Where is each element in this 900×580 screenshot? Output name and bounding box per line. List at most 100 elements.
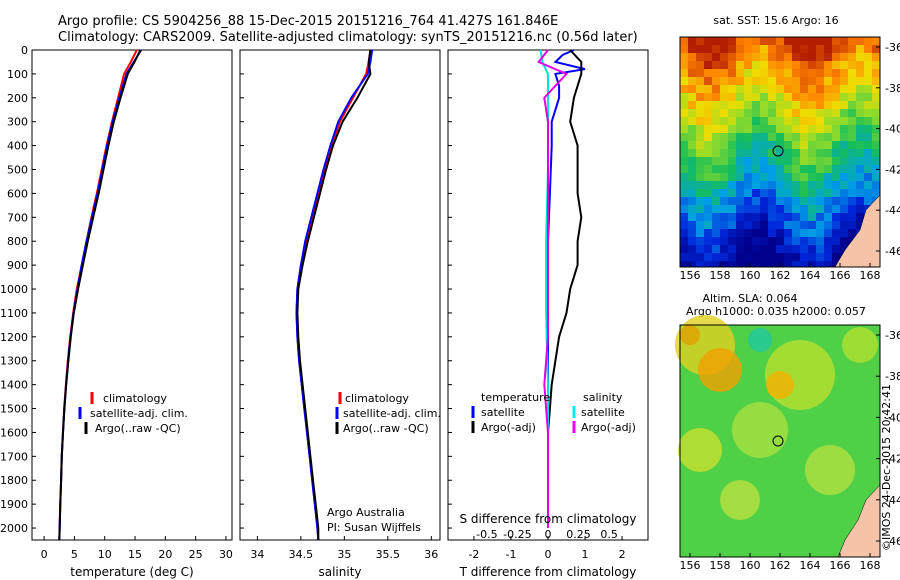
sst-cell <box>856 213 864 221</box>
sst-cell <box>696 221 704 229</box>
sst-cell <box>736 205 744 213</box>
sst-cell <box>784 253 792 261</box>
sst-cell <box>848 165 856 173</box>
sst-cell <box>680 221 688 229</box>
sst-cell <box>768 149 776 157</box>
sst-cell <box>720 165 728 173</box>
sst-cell <box>832 85 840 93</box>
sst-cell <box>736 77 744 85</box>
sst-cell <box>816 213 824 221</box>
x-tick-label: 1 <box>582 548 589 561</box>
sst-cell <box>776 221 784 229</box>
sst-cell <box>720 189 728 197</box>
sst-cell <box>728 53 736 61</box>
sst-cell <box>712 109 720 117</box>
sst-cell <box>808 189 816 197</box>
sst-cell <box>752 181 760 189</box>
difference-legend: temperature salinity satellite Argo(-adj… <box>471 391 636 434</box>
sst-cell <box>808 261 816 267</box>
sst-cell <box>776 53 784 61</box>
sla-blob <box>842 327 878 363</box>
lat-tick-label: -40 <box>885 123 900 136</box>
sst-cell <box>680 189 688 197</box>
sst-cell <box>824 101 832 109</box>
sst-cell <box>728 117 736 125</box>
sla-blob <box>678 428 722 472</box>
sst-map-title: sat. SST: 15.6 Argo: 16 <box>713 14 838 27</box>
sst-cell <box>856 157 864 165</box>
sst-cell <box>728 101 736 109</box>
sst-cell <box>712 125 720 133</box>
sst-cell <box>728 125 736 133</box>
sst-cell <box>832 245 840 253</box>
sst-cell <box>696 61 704 69</box>
sst-cell <box>688 213 696 221</box>
sst-cell <box>800 213 808 221</box>
figure-title-line1: Argo profile: CS 5904256_88 15-Dec-2015 … <box>58 14 559 29</box>
sst-cell <box>736 165 744 173</box>
sst-cell <box>856 125 864 133</box>
sst-cell <box>768 229 776 237</box>
sst-cell <box>808 61 816 69</box>
sst-cell <box>760 101 768 109</box>
sst-cell <box>840 61 848 69</box>
sst-cell <box>824 61 832 69</box>
sst-cell <box>728 109 736 117</box>
sst-cell <box>808 77 816 85</box>
sst-cell <box>760 181 768 189</box>
sst-cell <box>696 157 704 165</box>
sst-cell <box>784 261 792 267</box>
sst-cell <box>768 245 776 253</box>
sst-cell <box>824 117 832 125</box>
sst-cell <box>736 157 744 165</box>
sla-blob <box>698 348 742 392</box>
depth-tick-label: 500 <box>7 164 28 177</box>
sst-cell <box>784 77 792 85</box>
sst-cell <box>800 117 808 125</box>
sst-cell <box>752 141 760 149</box>
sst-cell <box>848 69 856 77</box>
sst-cell <box>704 253 712 261</box>
lat-tick-label: -42 <box>885 453 900 466</box>
sst-cell <box>824 213 832 221</box>
sst-cell <box>688 109 696 117</box>
sst-cell <box>736 53 744 61</box>
sst-cell <box>720 85 728 93</box>
sst-cell <box>792 37 800 45</box>
sla-blob <box>720 480 760 520</box>
series-line-satellite-adj-clim- <box>295 49 374 541</box>
sst-cell <box>704 45 712 53</box>
sst-cell <box>784 53 792 61</box>
sst-cell <box>744 149 752 157</box>
sst-cell <box>776 45 784 53</box>
sst-cell <box>744 109 752 117</box>
sst-cell <box>864 93 872 101</box>
sst-cell <box>872 157 880 165</box>
sst-cell <box>736 213 744 221</box>
sst-cell <box>704 197 712 205</box>
sst-cell <box>744 77 752 85</box>
sst-cell <box>800 109 808 117</box>
sst-cell <box>752 85 760 93</box>
series-line-climatology <box>58 49 138 541</box>
sst-cell <box>816 141 824 149</box>
sst-cell <box>784 101 792 109</box>
sst-cell <box>744 205 752 213</box>
sst-cell <box>832 173 840 181</box>
sst-cell <box>840 165 848 173</box>
sst-cell <box>872 173 880 181</box>
sst-cell <box>712 189 720 197</box>
sst-cell <box>848 173 856 181</box>
sst-cell <box>680 93 688 101</box>
sst-cell <box>736 229 744 237</box>
sst-cell <box>872 133 880 141</box>
sst-cell <box>824 45 832 53</box>
sst-cell <box>824 237 832 245</box>
sst-cell <box>768 93 776 101</box>
sst-cell <box>872 93 880 101</box>
sst-cell <box>720 37 728 45</box>
sst-cell <box>792 181 800 189</box>
sst-cell <box>864 61 872 69</box>
sst-cell <box>832 45 840 53</box>
s-diff-tick-label: 0.25 <box>566 528 591 541</box>
